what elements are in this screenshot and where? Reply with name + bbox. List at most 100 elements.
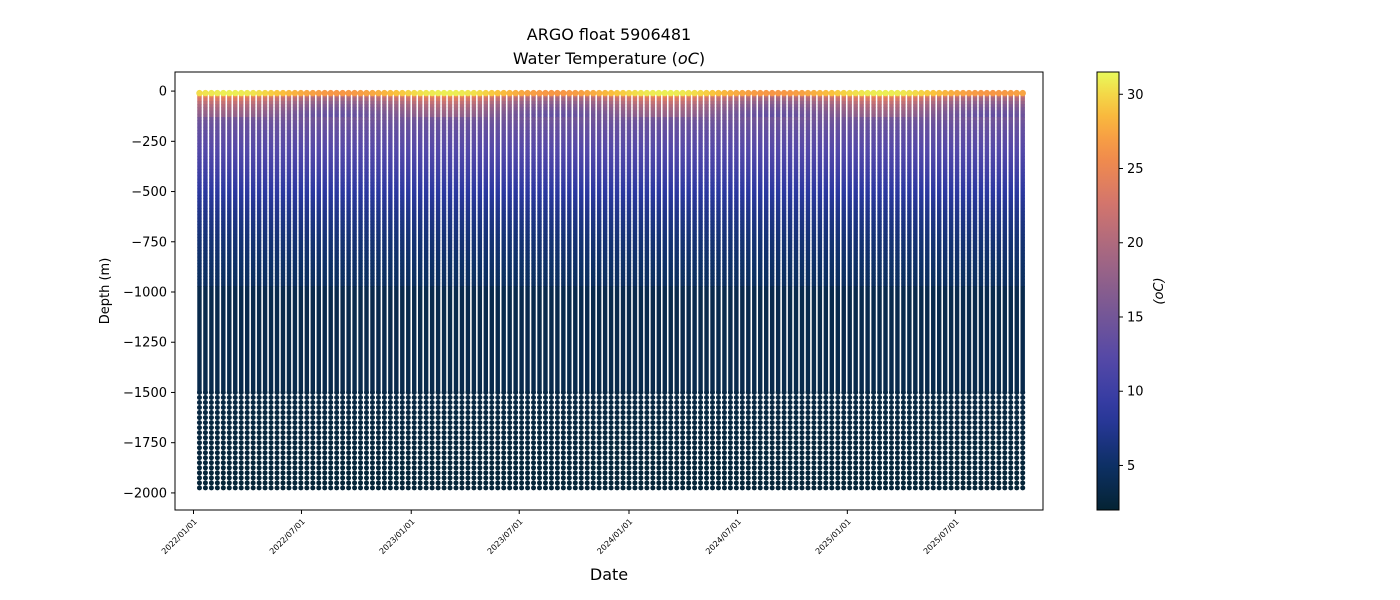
deep-sample-point xyxy=(435,445,441,451)
profile-segment xyxy=(215,211,220,216)
deep-sample-point xyxy=(334,445,340,451)
profile-segment xyxy=(435,279,441,284)
deep-sample-point xyxy=(250,389,256,395)
profile-segment xyxy=(364,230,369,235)
profile-segment xyxy=(513,234,518,238)
deep-sample-point xyxy=(280,465,286,471)
profile-segment xyxy=(465,234,471,238)
profile-segment xyxy=(322,146,327,151)
profile-segment xyxy=(423,230,429,235)
deep-sample-point xyxy=(411,425,417,431)
profile-segment xyxy=(453,195,459,199)
profile-segment xyxy=(370,211,375,216)
deep-sample-point xyxy=(495,415,501,421)
profile-segment xyxy=(531,211,536,216)
deep-sample-point xyxy=(387,485,393,491)
profile-segment xyxy=(328,175,333,180)
profile-segment xyxy=(274,139,280,144)
profile-segment xyxy=(394,97,399,102)
profile-segment xyxy=(495,269,500,274)
profile-segment xyxy=(221,152,226,157)
profile-segment xyxy=(459,282,465,287)
deep-sample-point xyxy=(399,455,405,461)
deep-sample-point xyxy=(214,445,220,451)
profile-segment xyxy=(543,123,548,128)
deep-sample-point xyxy=(369,394,375,400)
deep-sample-point xyxy=(447,460,453,466)
profile-segment xyxy=(555,269,560,274)
profile-segment xyxy=(274,201,280,206)
profile-segment xyxy=(417,221,423,225)
profile-segment xyxy=(459,159,465,164)
profile-segment xyxy=(423,256,429,261)
deep-sample-point xyxy=(220,389,226,395)
profile-segment xyxy=(465,208,471,212)
profile-segment xyxy=(555,136,560,141)
deep-sample-point xyxy=(489,430,495,436)
profile-segment xyxy=(394,178,399,183)
profile-segment xyxy=(513,185,518,190)
profile-segment xyxy=(310,185,316,190)
profile-segment xyxy=(477,234,483,238)
profile-segment xyxy=(483,266,489,271)
deep-sample-point xyxy=(232,480,238,486)
profile-segment xyxy=(525,234,530,238)
deep-sample-point xyxy=(340,394,346,400)
deep-sample-point xyxy=(346,475,352,481)
profile-segment xyxy=(274,126,280,131)
profile-segment xyxy=(227,217,232,222)
profile-segment xyxy=(477,256,483,261)
profile-segment xyxy=(423,259,429,264)
deep-sample-point xyxy=(358,450,364,456)
profile-segment xyxy=(453,172,459,177)
surface-point xyxy=(446,89,454,97)
profile-segment xyxy=(316,272,321,277)
profile-segment xyxy=(304,237,310,242)
profile-segment xyxy=(423,165,429,170)
profile-segment xyxy=(370,178,375,183)
deep-sample-point xyxy=(352,450,358,456)
profile-segment xyxy=(453,198,459,203)
profile-segment xyxy=(400,126,405,131)
deep-sample-point xyxy=(465,430,471,436)
profile-segment xyxy=(507,237,512,242)
profile-segment xyxy=(197,182,202,186)
profile-segment xyxy=(459,126,465,131)
profile-segment xyxy=(483,169,489,173)
profile-segment xyxy=(316,266,321,271)
deep-sample-point xyxy=(387,450,393,456)
profile-segment xyxy=(274,136,280,141)
profile-segment xyxy=(227,162,232,167)
profile-segment xyxy=(447,152,453,157)
profile-segment xyxy=(316,165,321,170)
profile-segment xyxy=(268,211,274,216)
profile-segment xyxy=(453,204,459,209)
profile-segment xyxy=(322,211,327,216)
profile-segment xyxy=(537,230,542,235)
profile-segment xyxy=(352,237,357,242)
profile-segment xyxy=(328,208,333,212)
profile-segment xyxy=(280,276,286,281)
profile-segment xyxy=(441,269,447,274)
deep-sample-point xyxy=(501,415,507,421)
deep-sample-point xyxy=(387,405,393,411)
profile-segment xyxy=(453,211,459,216)
profile-segment xyxy=(429,256,435,261)
profile-segment xyxy=(244,165,250,170)
profile-segment xyxy=(239,169,244,173)
profile-segment xyxy=(394,198,399,203)
deep-sample-point xyxy=(322,400,328,406)
profile-segment xyxy=(227,266,232,271)
deep-sample-point xyxy=(453,485,459,491)
profile-segment xyxy=(423,208,429,212)
profile-segment xyxy=(364,165,369,170)
profile-segment xyxy=(543,224,548,229)
profile-segment xyxy=(352,130,357,134)
profile-segment xyxy=(298,117,304,121)
profile-segment xyxy=(406,272,411,277)
profile-segment xyxy=(352,182,357,186)
profile-segment xyxy=(256,152,262,157)
profile-segment xyxy=(382,191,387,196)
profile-segment xyxy=(239,175,244,180)
profile-segment xyxy=(525,178,530,183)
